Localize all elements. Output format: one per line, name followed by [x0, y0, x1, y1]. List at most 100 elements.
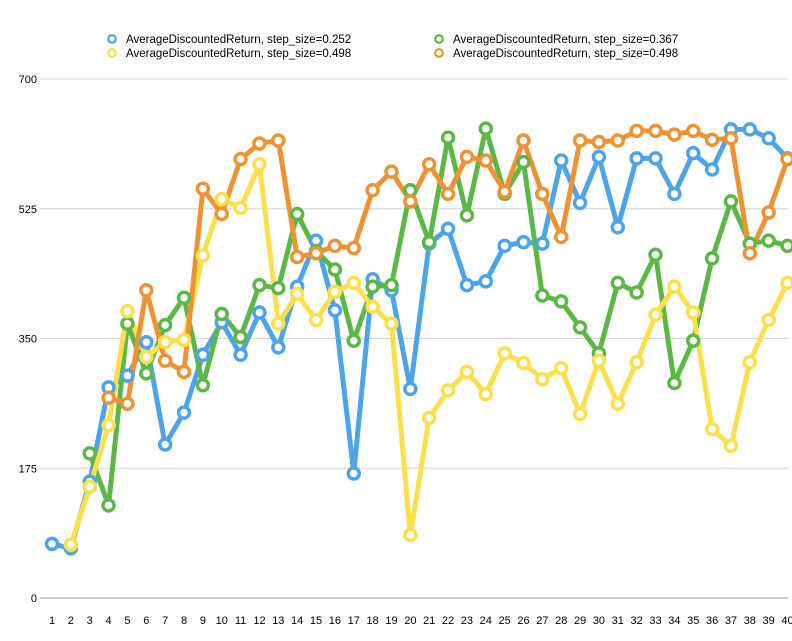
x-tick-label: 19: [385, 615, 397, 627]
data-point: [518, 135, 529, 146]
data-point: [197, 250, 208, 261]
x-tick-label: 37: [725, 615, 737, 627]
x-tick-label: 22: [442, 615, 454, 627]
x-tick-label: 6: [143, 615, 149, 627]
data-point: [141, 368, 152, 379]
data-point: [443, 132, 454, 143]
legend: AverageDiscountedReturn, step_size=0.252…: [108, 34, 678, 60]
data-point: [103, 420, 114, 431]
x-tick-label: 26: [517, 615, 529, 627]
data-point: [122, 398, 133, 409]
x-tick-label: 7: [162, 615, 168, 627]
data-point: [405, 529, 416, 540]
data-point: [782, 240, 792, 251]
data-point: [367, 301, 378, 312]
x-tick-label: 33: [649, 615, 661, 627]
data-point: [650, 153, 661, 164]
x-tick-label: 35: [687, 615, 699, 627]
data-point: [405, 383, 416, 394]
data-point: [197, 380, 208, 391]
data-point: [650, 309, 661, 320]
x-tick-label: 38: [744, 615, 756, 627]
x-tick-label: 14: [291, 615, 303, 627]
data-point: [311, 248, 322, 259]
legend-item: AverageDiscountedReturn, step_size=0.498: [108, 48, 351, 60]
data-point: [367, 185, 378, 196]
data-point: [763, 207, 774, 218]
data-point: [273, 342, 284, 353]
data-point: [575, 322, 586, 333]
legend-item: AverageDiscountedReturn, step_size=0.367: [435, 34, 678, 46]
data-point: [443, 188, 454, 199]
data-point: [593, 151, 604, 162]
data-point: [744, 357, 755, 368]
data-point: [480, 155, 491, 166]
data-point: [443, 385, 454, 396]
data-point: [254, 159, 265, 170]
data-point: [593, 137, 604, 148]
x-tick-label: 34: [668, 615, 680, 627]
x-tick-label: 29: [574, 615, 586, 627]
data-point: [141, 285, 152, 296]
data-point: [763, 235, 774, 246]
data-point: [424, 412, 435, 423]
y-tick-label: 175: [19, 463, 37, 475]
x-tick-label: 20: [404, 615, 416, 627]
y-tick-label: 700: [19, 74, 37, 86]
data-point: [669, 129, 680, 140]
data-point: [329, 305, 340, 316]
data-point: [480, 123, 491, 134]
x-tick-label: 13: [272, 615, 284, 627]
data-point: [141, 337, 152, 348]
data-point: [744, 124, 755, 135]
data-point: [631, 357, 642, 368]
data-point: [235, 349, 246, 360]
data-point: [367, 281, 378, 292]
data-point: [160, 355, 171, 366]
data-point: [179, 292, 190, 303]
x-tick-label: 11: [235, 615, 246, 627]
data-point: [518, 357, 529, 368]
data-point: [273, 318, 284, 329]
data-point: [499, 348, 510, 359]
data-point: [122, 306, 133, 317]
data-point: [160, 320, 171, 331]
data-point: [424, 237, 435, 248]
data-point: [499, 186, 510, 197]
x-tick-label: 3: [87, 615, 93, 627]
data-point: [556, 231, 567, 242]
data-point: [405, 196, 416, 207]
data-point: [461, 280, 472, 291]
data-point: [669, 188, 680, 199]
x-tick-label: 30: [593, 615, 605, 627]
data-point: [197, 183, 208, 194]
x-tick-label: 18: [366, 615, 378, 627]
legend-label: AverageDiscountedReturn, step_size=0.498: [126, 48, 351, 60]
data-point: [688, 148, 699, 159]
data-point: [707, 253, 718, 264]
data-point: [141, 352, 152, 363]
data-point: [122, 370, 133, 381]
data-point: [707, 423, 718, 434]
x-tick-label: 24: [480, 615, 492, 627]
data-point: [575, 409, 586, 420]
x-tick-label: 31: [612, 615, 624, 627]
series-3-markers: [65, 159, 792, 550]
x-tick-label: 10: [216, 615, 228, 627]
data-point: [537, 290, 548, 301]
data-point: [103, 392, 114, 403]
data-point: [537, 238, 548, 249]
data-point: [725, 196, 736, 207]
data-point: [763, 314, 774, 325]
data-point: [443, 223, 454, 234]
x-tick-label: 23: [461, 615, 473, 627]
data-point: [273, 135, 284, 146]
x-tick-label: 12: [253, 615, 265, 627]
data-point: [688, 125, 699, 136]
legend-item: AverageDiscountedReturn, step_size=0.498: [435, 48, 678, 60]
data-point: [499, 240, 510, 251]
x-tick-label: 1: [49, 615, 55, 627]
data-point: [480, 389, 491, 400]
data-point: [216, 208, 227, 219]
